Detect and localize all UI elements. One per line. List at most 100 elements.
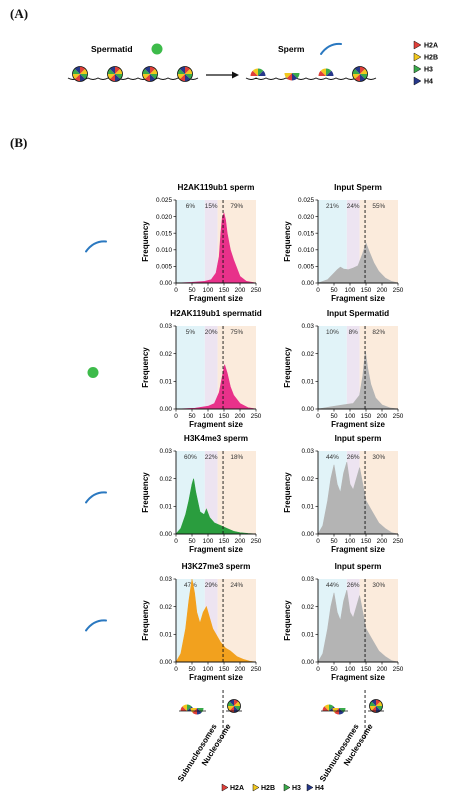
- x-tick-label: 150: [361, 666, 372, 673]
- x-tick-label: 50: [330, 666, 338, 673]
- histone-wedge: [74, 74, 80, 82]
- chart-title: Input Sperm: [334, 183, 382, 192]
- nucleosome-icon: [369, 699, 383, 713]
- chart-title: H2AK119ub1 sperm: [178, 183, 255, 192]
- x-axis-label: Fragment size: [331, 294, 385, 303]
- legend-label: H3: [292, 785, 301, 792]
- y-tick-label: 0.02: [302, 476, 315, 483]
- histone-wedge: [326, 68, 332, 76]
- x-axis-label: Fragment size: [189, 294, 243, 303]
- percentage-label: 8%: [349, 329, 359, 336]
- nucleosome-outline: [177, 66, 193, 82]
- histone-wedge: [329, 704, 334, 711]
- histone-wedge: [80, 66, 86, 74]
- histogram-chart: Input sperm 44% 26% 30% 0 50 100 150 200 250 0.00 0…: [283, 562, 404, 682]
- percentage-label: 10%: [326, 329, 339, 336]
- histone-wedge: [369, 706, 376, 711]
- chart-title: Input Spermatid: [327, 309, 389, 318]
- subnucleosome-icon: [180, 704, 194, 711]
- x-tick-label: 250: [393, 538, 404, 545]
- histone-legend: H2A H2B H3 H4: [413, 40, 438, 86]
- y-tick-label: 0.01: [302, 379, 315, 386]
- histone-wedge: [292, 73, 300, 79]
- legend-label: H2A: [230, 785, 244, 792]
- region-intermediate: [346, 200, 360, 283]
- histone-wedge: [371, 699, 376, 706]
- subnucleosome-icon: [318, 68, 334, 76]
- nucleosome-outline: [142, 66, 158, 82]
- x-tick-label: 100: [203, 538, 214, 545]
- legend-swatch: [413, 76, 422, 86]
- x-tick-label: 0: [316, 287, 320, 294]
- histone-wedge: [229, 699, 234, 706]
- legend-label: H4: [315, 785, 324, 792]
- histone-wedge: [144, 74, 150, 82]
- legend-swatch: [413, 64, 422, 74]
- x-axis-label: Fragment size: [189, 673, 243, 682]
- histone-wedge: [144, 66, 150, 74]
- distribution-area: [175, 578, 257, 663]
- legend-swatch: [306, 783, 314, 792]
- panel-a-schematic: Spermatid Sperm H2A H2B H3 H4: [67, 40, 438, 86]
- y-tick-label: 0.00: [302, 659, 315, 666]
- nucleosome-icon: [352, 66, 368, 82]
- histone-wedge: [142, 68, 150, 74]
- histone-wedge: [354, 66, 360, 74]
- sperm-label: Sperm: [278, 44, 305, 54]
- x-tick-label: 100: [203, 666, 214, 673]
- histone-wedge: [185, 74, 191, 82]
- legend-label: H3: [424, 67, 433, 74]
- histogram-chart: Input Sperm 21% 24% 55% 0 50 100 150 200 250 0.00 0…: [283, 183, 404, 303]
- x-tick-label: 0: [174, 413, 178, 420]
- x-axis-label: Fragment size: [331, 545, 385, 554]
- histone-wedge: [187, 704, 192, 711]
- percentage-label: 26%: [347, 454, 360, 461]
- x-axis-label: Fragment size: [189, 545, 243, 554]
- x-tick-label: 150: [361, 287, 372, 294]
- x-tick-label: 200: [235, 538, 246, 545]
- distribution-area: [175, 212, 257, 284]
- x-tick-label: 100: [345, 666, 356, 673]
- x-tick-label: 150: [219, 538, 230, 545]
- legend-swatch: [221, 783, 229, 792]
- histone-wedge: [332, 708, 339, 713]
- x-tick-label: 200: [235, 666, 246, 673]
- percentage-label: 82%: [372, 329, 385, 336]
- percentage-label: 79%: [230, 203, 243, 210]
- y-tick-label: 0.010: [298, 247, 314, 254]
- y-tick-label: 0.02: [160, 476, 173, 483]
- percentage-label: 24%: [347, 203, 360, 210]
- x-tick-label: 50: [188, 287, 196, 294]
- histone-wedge: [185, 74, 193, 80]
- histone-wedge: [115, 74, 121, 82]
- nucleosome-outline: [352, 66, 368, 82]
- y-tick-label: 0.00: [160, 659, 173, 666]
- histone-wedge: [177, 68, 185, 74]
- percentage-label: 6%: [186, 203, 196, 210]
- x-tick-label: 0: [174, 666, 178, 673]
- histone-wedge: [369, 701, 376, 706]
- x-tick-label: 50: [330, 287, 338, 294]
- y-tick-label: 0.01: [160, 632, 173, 639]
- x-tick-label: 100: [203, 413, 214, 420]
- nucleosome-icon: [142, 66, 158, 82]
- x-axis-label: Fragment size: [189, 420, 243, 429]
- subnucleosome-icon: [250, 68, 266, 76]
- chromatin-spermatid: [67, 66, 199, 82]
- y-axis-label: Frequency: [141, 221, 150, 262]
- distribution-area: [317, 589, 399, 663]
- histone-wedge: [72, 68, 80, 74]
- histone-wedge: [322, 706, 329, 711]
- chart-title: H2AK119ub1 spermatid: [170, 309, 261, 318]
- x-tick-label: 100: [345, 287, 356, 294]
- y-tick-label: 0.00: [302, 531, 315, 538]
- percentage-label: 60%: [184, 454, 197, 461]
- bottom-histone-legend: H2A H2B H3 H4: [221, 783, 324, 792]
- region-intermediate: [204, 326, 218, 409]
- histone-wedge: [352, 68, 360, 74]
- percentage-label: 24%: [230, 582, 243, 589]
- percentage-label: 44%: [326, 582, 339, 589]
- histone-wedge: [360, 74, 368, 80]
- y-tick-label: 0.02: [302, 351, 315, 358]
